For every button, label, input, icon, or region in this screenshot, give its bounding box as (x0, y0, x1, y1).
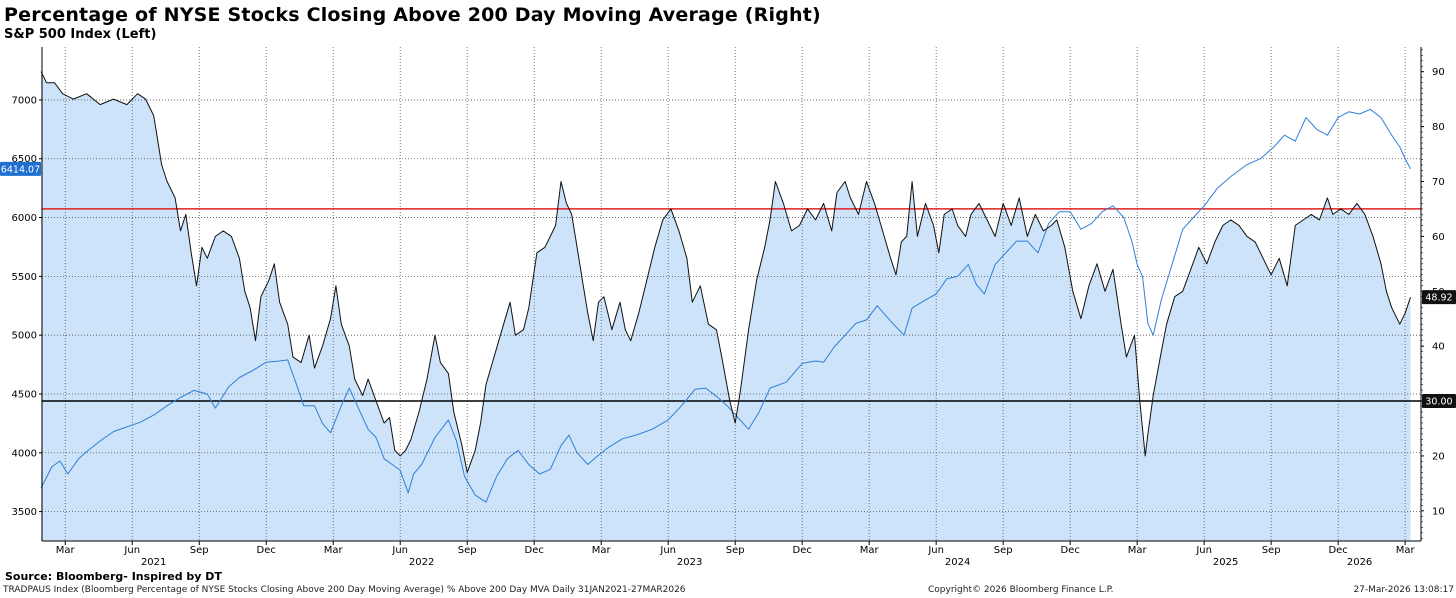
x-month-label: Mar (592, 545, 612, 556)
x-year-label: 2023 (677, 557, 702, 568)
x-month-label: Jun (391, 545, 408, 556)
x-year-label: 2025 (1213, 557, 1238, 568)
right-tick-label: 10 (1432, 506, 1445, 517)
x-month-label: Dec (525, 545, 544, 556)
x-month-label: Sep (458, 545, 477, 556)
sp500-last-value-text: 6414.07 (1, 164, 40, 175)
chart-title: Percentage of NYSE Stocks Closing Above … (4, 4, 821, 26)
right-tick-label: 70 (1432, 177, 1445, 188)
x-month-label: Sep (994, 545, 1013, 556)
x-month-label: Sep (726, 545, 745, 556)
left-tick-label: 6000 (12, 213, 37, 224)
x-month-label: Jun (1195, 545, 1212, 556)
left-tick-label: 5000 (12, 331, 37, 342)
footer-description: TRADPAUS Index (Bloomberg Percentage of … (3, 585, 686, 595)
x-month-label: Dec (793, 545, 812, 556)
breadth-area-fill (41, 71, 1411, 541)
x-month-label: Mar (324, 545, 344, 556)
left-tick-label: 4000 (12, 448, 37, 459)
x-month-label: Mar (56, 545, 76, 556)
x-month-label: Jun (659, 545, 676, 556)
x-month-label: Sep (1262, 545, 1281, 556)
x-month-label: Jun (927, 545, 944, 556)
x-month-label: Dec (257, 545, 276, 556)
x-year-label: 2024 (945, 557, 970, 568)
breadth-last-value-badge (1422, 290, 1456, 305)
reference-30-badge (1422, 394, 1456, 409)
x-year-label: 2026 (1347, 557, 1372, 568)
footer-timestamp: 27-Mar-2026 13:08:17 (1353, 585, 1454, 595)
left-tick-label: 5500 (12, 272, 37, 283)
right-tick-label: 90 (1432, 67, 1445, 78)
right-tick-label: 20 (1432, 451, 1445, 462)
chart-subtitle: S&P 500 Index (Left) (4, 27, 157, 42)
breadth-line (40, 71, 1411, 473)
x-year-label: 2022 (409, 557, 434, 568)
source-note: Source: Bloomberg- Inspired by DT (5, 570, 222, 583)
left-tick-label: 6500 (12, 154, 37, 165)
right-tick-label: 40 (1432, 342, 1445, 353)
sp500-last-value-badge (0, 161, 41, 176)
x-month-label: Jun (123, 545, 140, 556)
right-tick-label: 80 (1432, 122, 1445, 133)
right-tick-label: 60 (1432, 232, 1445, 243)
x-year-label: 2021 (141, 557, 166, 568)
x-month-label: Mar (1128, 545, 1148, 556)
left-tick-label: 7000 (12, 95, 37, 106)
x-month-label: Dec (1060, 545, 1079, 556)
breadth-last-value-text: 48.92 (1425, 293, 1452, 304)
left-tick-label: 4500 (12, 389, 37, 400)
reference-30-text: 30.00 (1425, 397, 1452, 408)
x-month-label: Mar (1396, 545, 1416, 556)
x-month-label: Mar (860, 545, 880, 556)
footer-copyright: Copyright© 2026 Bloomberg Finance L.P. (928, 585, 1114, 595)
left-tick-label: 3500 (12, 507, 37, 518)
x-month-label: Sep (190, 545, 209, 556)
x-month-label: Dec (1328, 545, 1347, 556)
